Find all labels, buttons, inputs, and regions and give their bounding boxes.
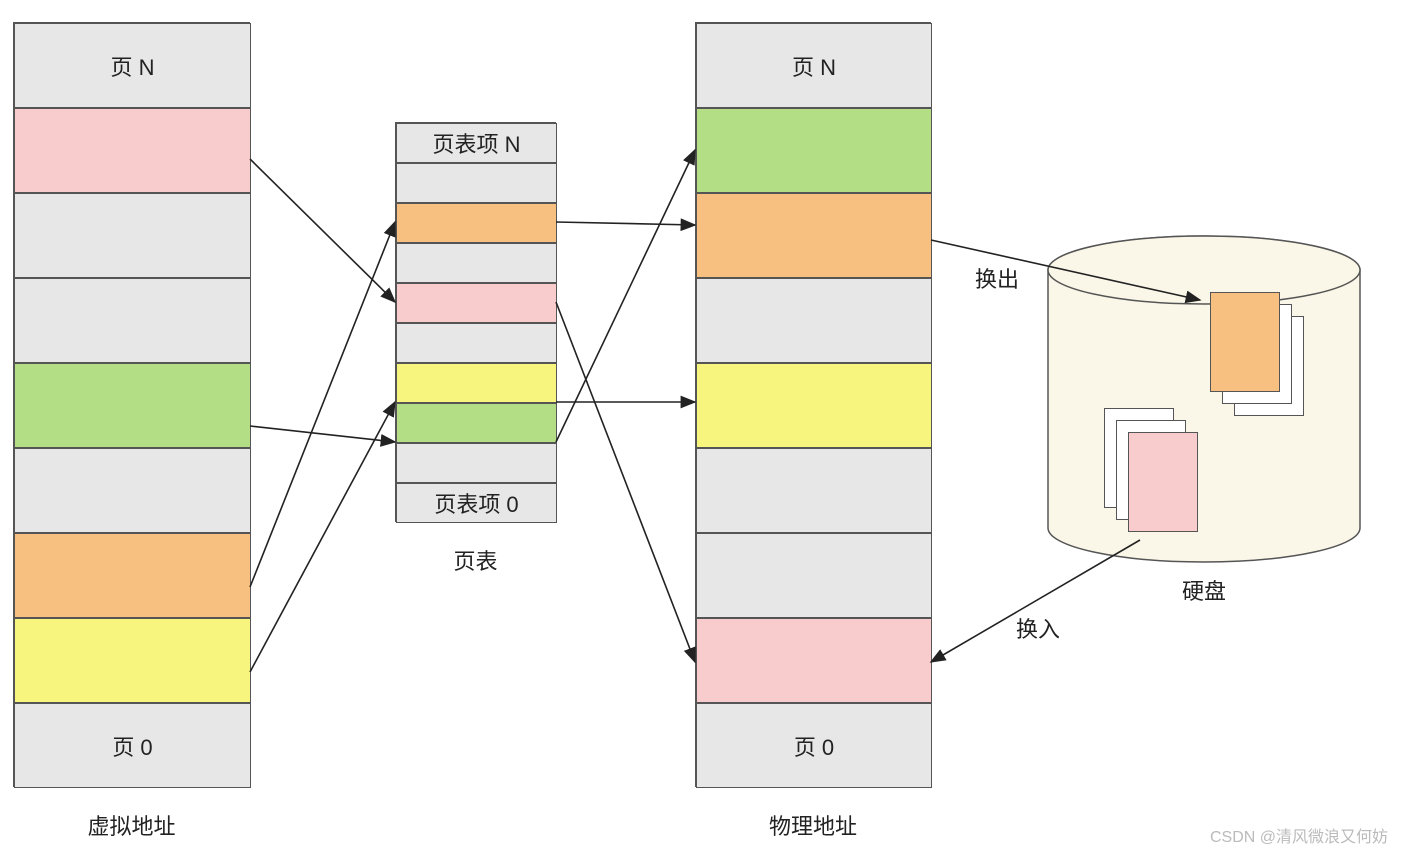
arrow-pt-orange-to-p — [556, 222, 695, 225]
virtual-address-stack: 页 N 页 0 — [13, 22, 250, 787]
physical-cell-3 — [696, 278, 932, 363]
virtual-cell-5 — [14, 448, 251, 533]
virtual-cell-0: 页 N — [14, 23, 251, 108]
physical-cell-6 — [696, 533, 932, 618]
swap-out-page-2 — [1210, 292, 1280, 392]
virtual-address-label: 虚拟地址 — [13, 809, 250, 841]
virtual-cell-3 — [14, 278, 251, 363]
physical-address-stack: 页 N 页 0 — [695, 22, 931, 787]
physical-cell-0: 页 N — [696, 23, 932, 108]
disk-cylinder — [1044, 234, 1364, 564]
virtual-cell-2 — [14, 193, 251, 278]
arrow-pt-pink-to-p — [556, 302, 695, 662]
physical-cell-7 — [696, 618, 932, 703]
arrow-v-green-to-pt — [250, 426, 395, 442]
virtual-cell-8: 页 0 — [14, 703, 251, 788]
pagetable-cell-6 — [396, 363, 557, 403]
physical-cell-2 — [696, 193, 932, 278]
physical-cell-4 — [696, 363, 932, 448]
page-table-stack: 页表项 N 页表项 0 — [395, 122, 556, 522]
pagetable-cell-1 — [396, 163, 557, 203]
disk-label: 硬盘 — [1044, 574, 1364, 606]
virtual-cell-4 — [14, 363, 251, 448]
physical-cell-1 — [696, 108, 932, 193]
pagetable-cell-9: 页表项 0 — [396, 483, 557, 523]
arrow-v-yellow-to-pt — [250, 402, 395, 672]
pagetable-cell-0: 页表项 N — [396, 123, 557, 163]
arrow-v-pink-to-pt — [250, 159, 395, 302]
swap-in-page-2 — [1128, 432, 1198, 532]
swap-out-label: 换出 — [975, 262, 1019, 294]
virtual-cell-6 — [14, 533, 251, 618]
pagetable-cell-5 — [396, 323, 557, 363]
virtual-cell-1 — [14, 108, 251, 193]
pagetable-cell-2 — [396, 203, 557, 243]
virtual-cell-7 — [14, 618, 251, 703]
pagetable-cell-7 — [396, 403, 557, 443]
page-table-label: 页表 — [395, 544, 556, 576]
physical-cell-8: 页 0 — [696, 703, 932, 788]
arrow-pt-green-to-p — [556, 150, 695, 442]
pagetable-cell-8 — [396, 443, 557, 483]
physical-cell-5 — [696, 448, 932, 533]
arrow-v-orange-to-pt — [250, 222, 395, 587]
watermark-text: CSDN @清风微浪又何妨 — [1210, 823, 1388, 847]
pagetable-cell-3 — [396, 243, 557, 283]
disk-icon — [1044, 234, 1364, 564]
pagetable-cell-4 — [396, 283, 557, 323]
swap-in-label: 换入 — [1016, 612, 1060, 644]
physical-address-label: 物理地址 — [695, 809, 931, 841]
